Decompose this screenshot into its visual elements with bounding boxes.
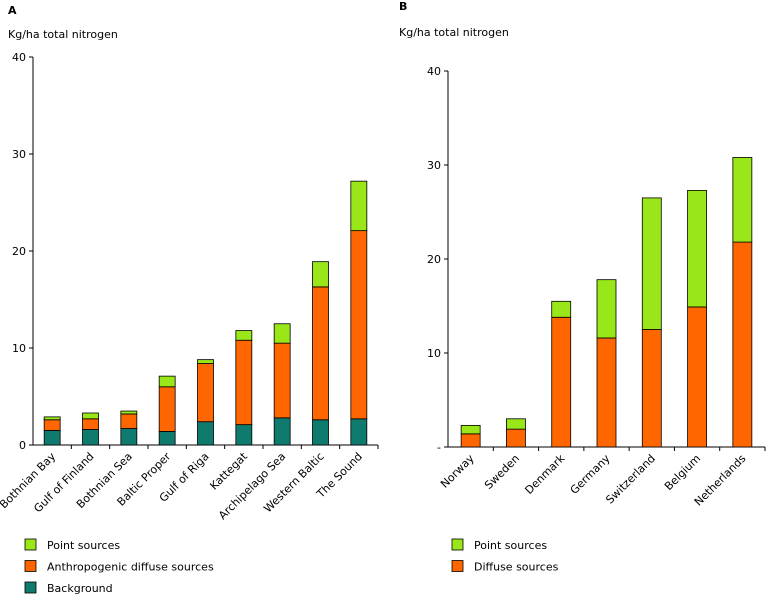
bar-point-sources-norway <box>460 424 481 435</box>
chart-b: B Kg/ha total nitrogen - 10 20 30 40 Norway S… <box>399 0 766 574</box>
bar-diffuse-sources-belgium <box>687 306 707 448</box>
bar-diffuse-sources-denmark <box>551 316 572 448</box>
panel-letter-b: B <box>399 0 407 13</box>
bar-diffuse-sources-norway <box>460 433 481 448</box>
bar-diffuse-sources-switzerland <box>641 329 662 448</box>
bar-point-sources-gulf-of-finland <box>82 412 99 420</box>
legend-label: Diffuse sources <box>474 561 559 574</box>
axes-b: - 10 20 30 40 <box>427 65 766 454</box>
y-tick-label: - <box>437 441 441 454</box>
bar-background-archipelago-sea <box>273 417 291 446</box>
legend-swatch <box>24 560 37 572</box>
bar-point-sources-switzerland <box>641 197 662 330</box>
category-label: Belgium <box>662 452 703 493</box>
bar-anthropogenic-diffuse-sources-archipelago-sea <box>273 342 291 419</box>
legend-label: Background <box>47 582 113 595</box>
y-axis-label-a: Kg/ha total nitrogen <box>8 28 118 41</box>
bar-point-sources-sweden <box>506 418 526 430</box>
bar-anthropogenic-diffuse-sources-the-sound <box>350 230 368 420</box>
bar-anthropogenic-diffuse-sources-baltic-proper <box>158 386 176 432</box>
legend-swatch <box>24 581 37 594</box>
bar-point-sources-denmark <box>551 300 572 318</box>
bar-point-sources-gulf-of-riga <box>197 359 214 364</box>
y-tick-label: 30 <box>427 159 441 172</box>
bar-point-sources-the-sound <box>350 180 368 232</box>
bar-point-sources-bothnian-bay <box>43 416 61 421</box>
legend-b: Point sources Diffuse sources <box>451 538 559 574</box>
bar-anthropogenic-diffuse-sources-bothnian-sea <box>120 413 138 429</box>
bar-point-sources-western-baltic <box>312 261 329 288</box>
legend-swatch <box>24 538 37 551</box>
bar-background-the-sound <box>350 418 368 446</box>
legend-label: Point sources <box>474 539 547 552</box>
legend-swatch <box>451 538 464 551</box>
category-label: Norway <box>438 452 477 491</box>
bar-point-sources-germany <box>596 279 617 339</box>
bar-point-sources-belgium <box>687 189 707 308</box>
panel-letter-a: A <box>8 4 17 17</box>
bar-point-sources-netherlands <box>732 157 753 243</box>
bar-background-gulf-of-riga <box>197 421 214 446</box>
bar-background-bothnian-sea <box>120 428 138 446</box>
y-tick-label: 40 <box>427 65 441 78</box>
bar-background-gulf-of-finland <box>82 429 99 446</box>
bar-anthropogenic-diffuse-sources-bothnian-bay <box>43 419 61 431</box>
legend-a: Point sources Anthropogenic diffuse sourc… <box>24 538 214 595</box>
y-tick-label: 10 <box>12 342 26 355</box>
y-tick-label: 10 <box>427 347 441 360</box>
bar-background-baltic-proper <box>158 431 176 446</box>
bar-background-western-baltic <box>312 419 329 446</box>
category-label: Denmark <box>522 451 567 496</box>
bars-a <box>43 180 368 446</box>
bar-diffuse-sources-sweden <box>506 428 526 448</box>
bar-background-kattegat <box>235 424 253 446</box>
y-tick-label: 0 <box>19 439 26 452</box>
bar-background-bothnian-bay <box>43 430 61 446</box>
bar-point-sources-archipelago-sea <box>273 323 291 344</box>
legend-swatch <box>451 560 464 572</box>
chart-a: A Kg/ha total nitrogen 0 10 20 30 40 Bothnia… <box>0 4 379 595</box>
bar-point-sources-baltic-proper <box>158 375 176 388</box>
category-label: Germany <box>568 452 613 497</box>
bar-diffuse-sources-germany <box>596 337 617 448</box>
bar-anthropogenic-diffuse-sources-gulf-of-finland <box>82 418 99 430</box>
bars-b <box>460 157 753 448</box>
category-label: Archipelago Sea <box>216 450 288 522</box>
bar-anthropogenic-diffuse-sources-kattegat <box>235 339 253 426</box>
y-tick-label: 20 <box>12 245 26 258</box>
y-axis-label-b: Kg/ha total nitrogen <box>399 26 509 39</box>
category-label: Sweden <box>482 452 522 492</box>
bar-point-sources-kattegat <box>235 330 253 341</box>
y-tick-label: 20 <box>427 253 441 266</box>
y-tick-label: 40 <box>12 51 26 64</box>
bar-point-sources-bothnian-sea <box>120 410 138 415</box>
bar-anthropogenic-diffuse-sources-gulf-of-riga <box>197 363 214 423</box>
bar-diffuse-sources-netherlands <box>732 241 753 448</box>
bar-anthropogenic-diffuse-sources-western-baltic <box>312 286 329 421</box>
legend-label: Anthropogenic diffuse sources <box>47 561 214 574</box>
legend-label: Point sources <box>47 539 120 552</box>
y-tick-label: 30 <box>12 148 26 161</box>
